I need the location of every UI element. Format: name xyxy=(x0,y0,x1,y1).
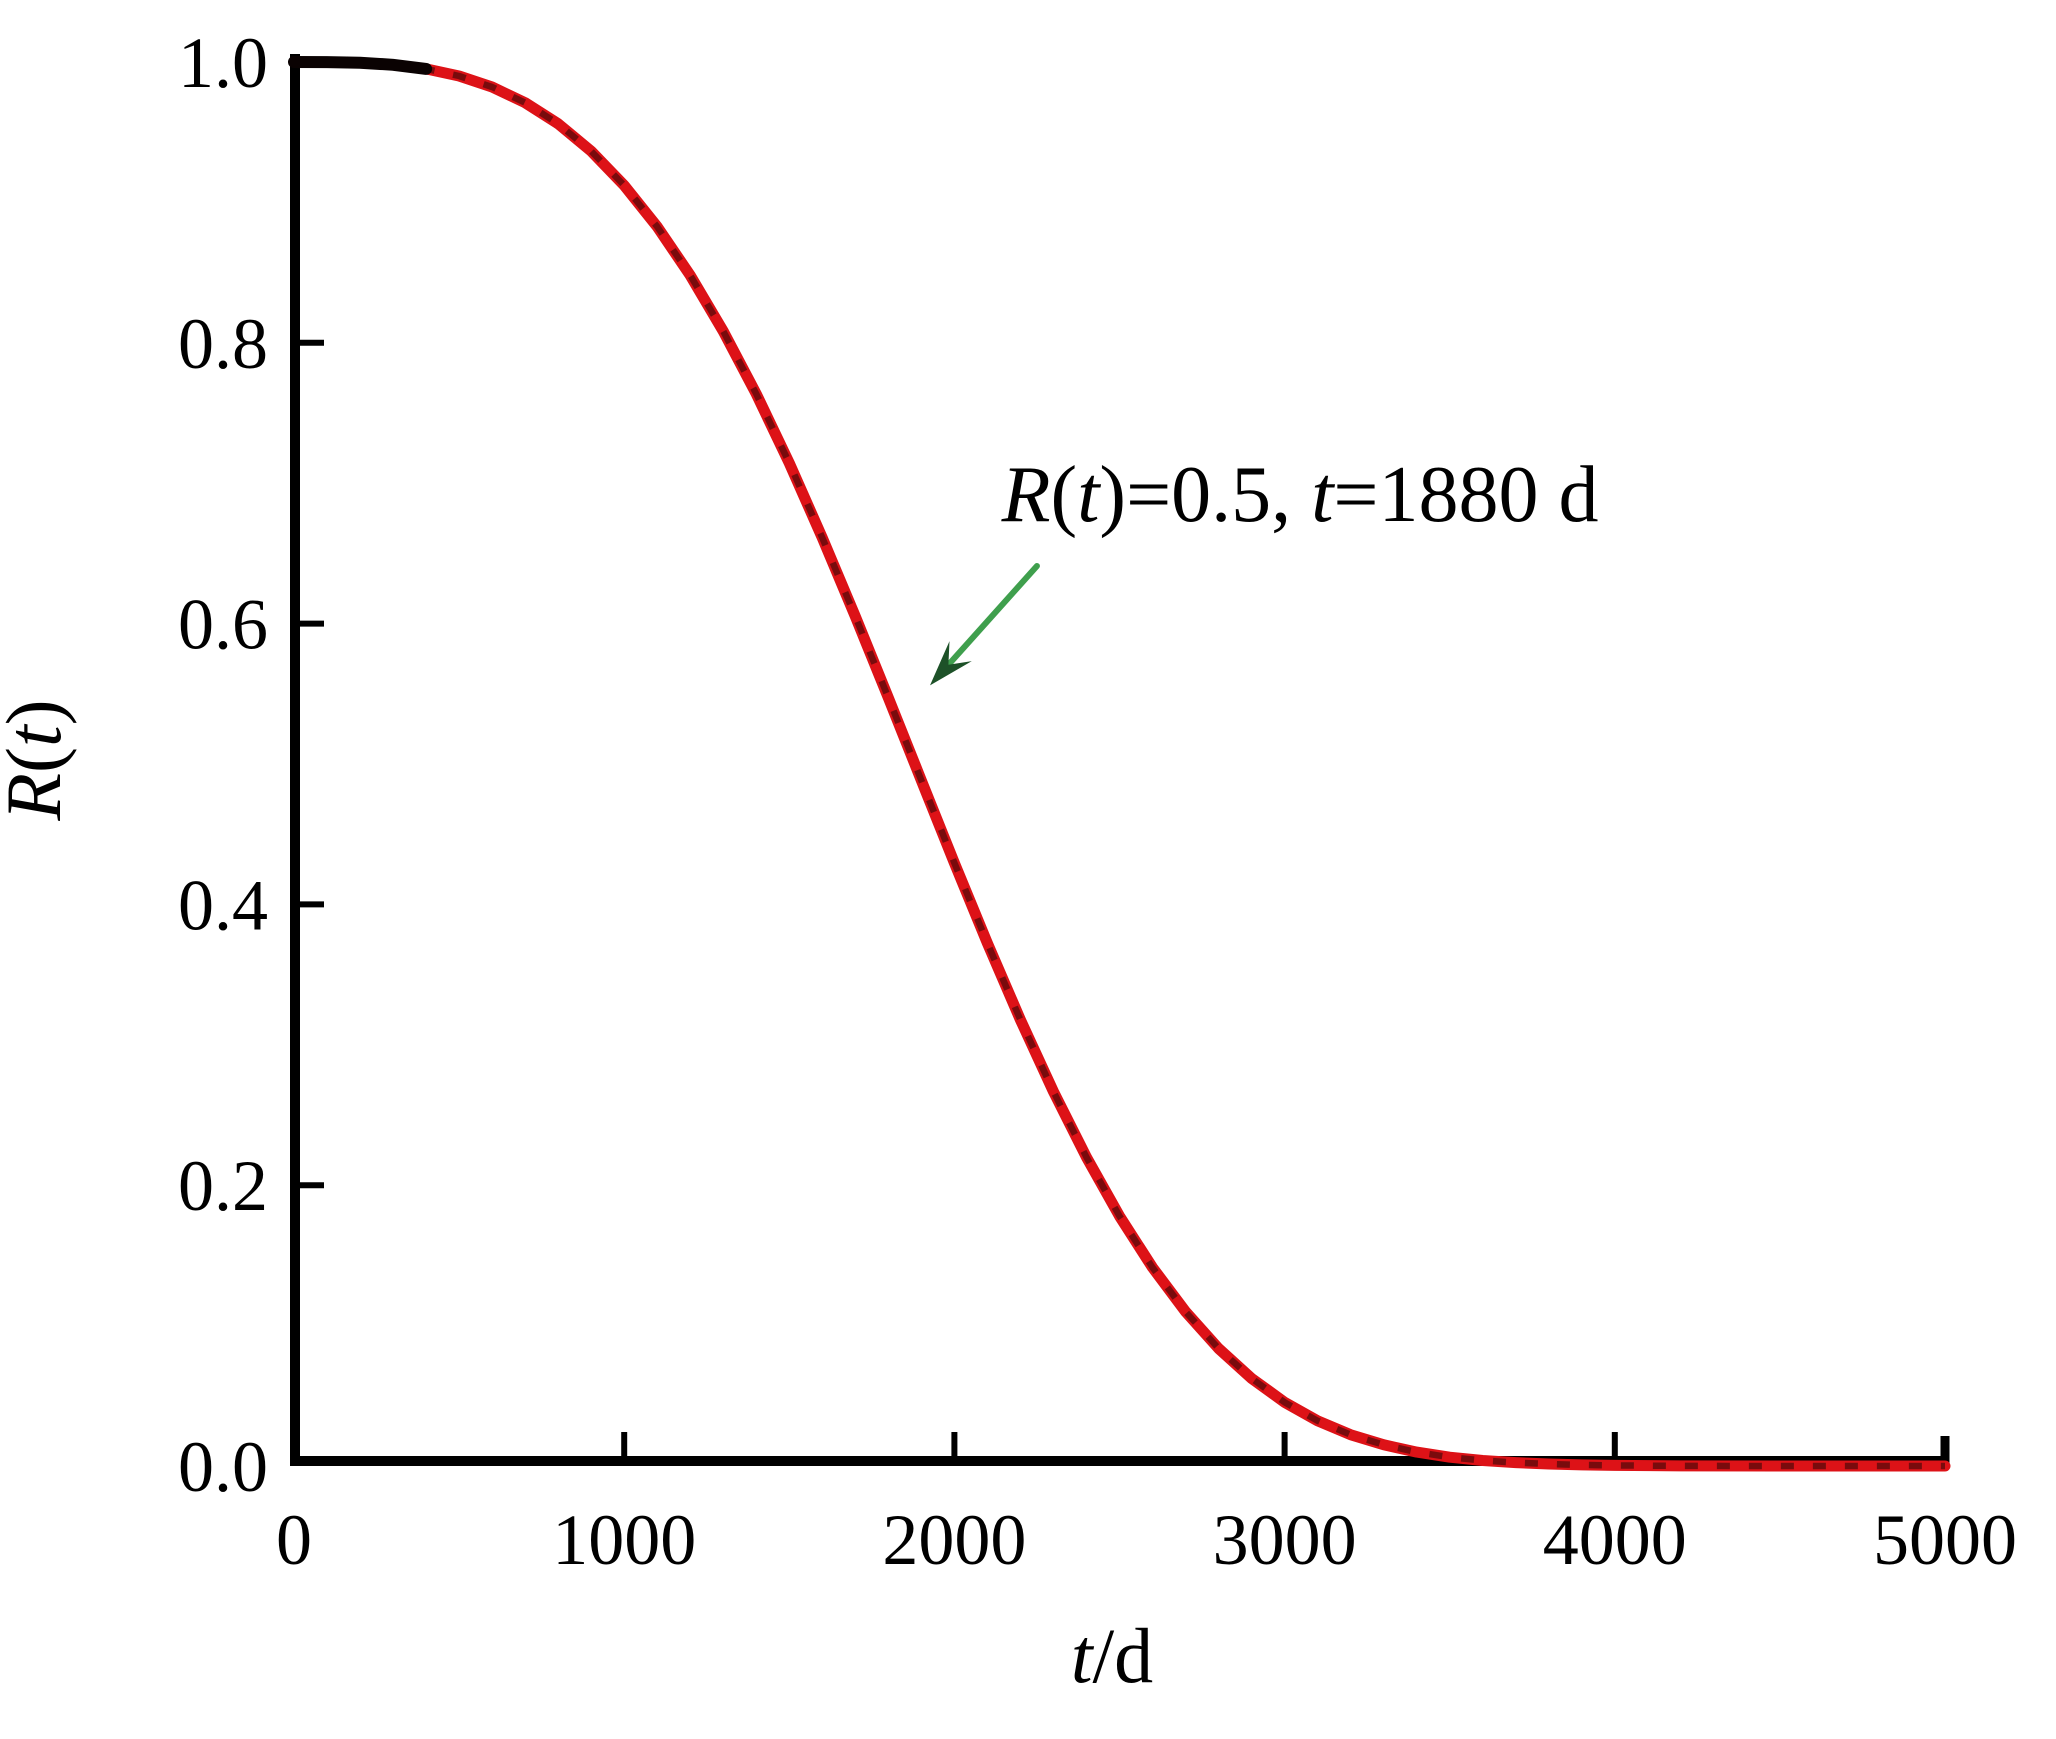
reliability-curve xyxy=(288,56,1951,1472)
y-tick-label-0.4: 0.4 xyxy=(178,865,268,945)
y-tick-label-0.8: 0.8 xyxy=(178,304,268,384)
x-tick-label-5000: 5000 xyxy=(1873,1500,2017,1580)
y-axis-label: R(t) xyxy=(0,699,77,821)
y-tick-label-1.0: 1.0 xyxy=(178,23,268,103)
label-group: 1.0 0.8 0.6 0.4 0.2 0.00 1000 2000 3000 4000 5000 R… xyxy=(0,23,2017,1699)
fit-curve-dashed-overlay xyxy=(293,58,1945,1470)
annotation-text: R(t)=0.5, t=1880 d xyxy=(1001,451,1599,539)
y-tick-label-0.2: 0.2 xyxy=(178,1146,268,1226)
y-tick-label-0.0: 0.0 xyxy=(178,1427,268,1507)
x-axis-label: t/d xyxy=(1071,1612,1153,1699)
x-tick-label-3000: 3000 xyxy=(1213,1500,1357,1580)
x-tick-label-2000: 2000 xyxy=(882,1500,1026,1580)
annotation-arrow-head xyxy=(930,641,972,686)
y-tick-label-0.6: 0.6 xyxy=(178,585,268,665)
x-tick-label-1000: 1000 xyxy=(552,1500,696,1580)
annotation-arrow-shaft xyxy=(942,563,1040,672)
curve-group xyxy=(288,56,1951,1472)
axis-ticks xyxy=(300,339,1618,1456)
annotation-group: R(t)=0.5, t=1880 d xyxy=(930,451,1599,686)
x-tick-label-4000: 4000 xyxy=(1543,1500,1687,1580)
curve-start-black-segment xyxy=(288,56,433,75)
x-tick-label-0: 0 xyxy=(276,1500,312,1580)
